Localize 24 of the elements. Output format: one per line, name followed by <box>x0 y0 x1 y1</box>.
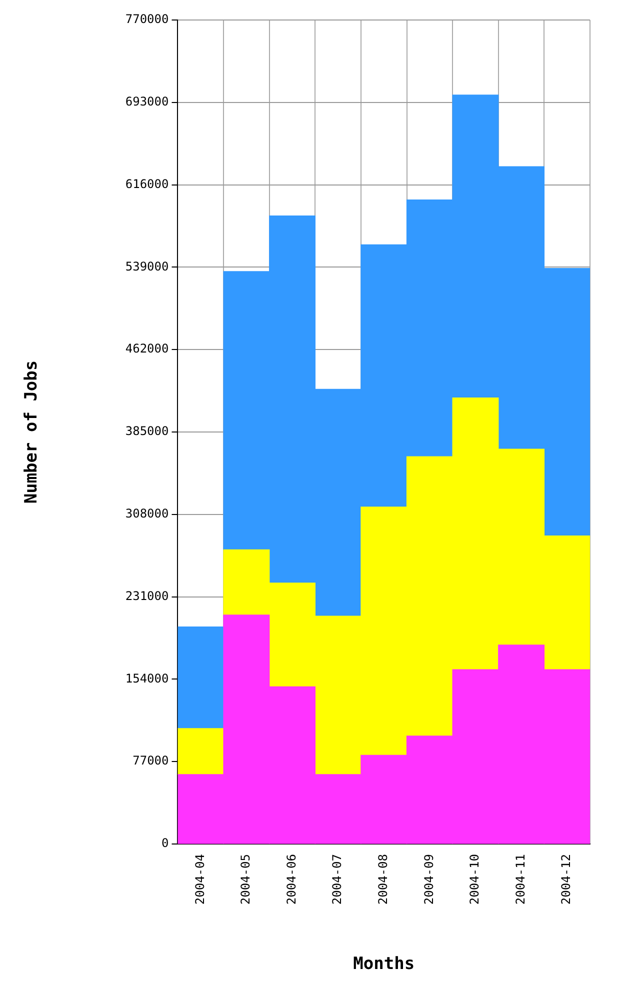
y-tick-label: 385000 <box>125 424 169 438</box>
x-tick-label: 2004-05 <box>238 854 253 905</box>
x-tick-label: 2004-08 <box>376 854 390 905</box>
x-axis-title: Months <box>353 954 415 974</box>
y-tick-label: 462000 <box>125 342 169 356</box>
y-tick-label: 154000 <box>125 671 169 686</box>
y-tick-label: 770000 <box>125 12 169 26</box>
x-tick-label: 2004-09 <box>422 854 436 905</box>
bar <box>178 626 224 729</box>
x-tick-label: 2004-10 <box>468 854 482 905</box>
y-tick-label: 0 <box>162 836 169 850</box>
x-tick-label: 2004-04 <box>192 854 207 905</box>
y-tick-label: 539000 <box>125 259 169 274</box>
y-tick-label: 308000 <box>125 506 169 521</box>
y-axis-title: Number of Jobs <box>22 360 42 504</box>
x-tick-label: 2004-07 <box>330 854 344 905</box>
y-tick-label: 616000 <box>125 176 169 191</box>
x-tick-label: 2004-12 <box>559 854 574 905</box>
x-tick-label: 2004-06 <box>284 854 298 905</box>
bar <box>178 728 224 775</box>
y-tick-label: 231000 <box>125 588 169 603</box>
x-tick-label: 2004-11 <box>513 854 528 905</box>
y-tick-label: 77000 <box>132 754 169 768</box>
y-tick-label: 693000 <box>125 94 169 109</box>
